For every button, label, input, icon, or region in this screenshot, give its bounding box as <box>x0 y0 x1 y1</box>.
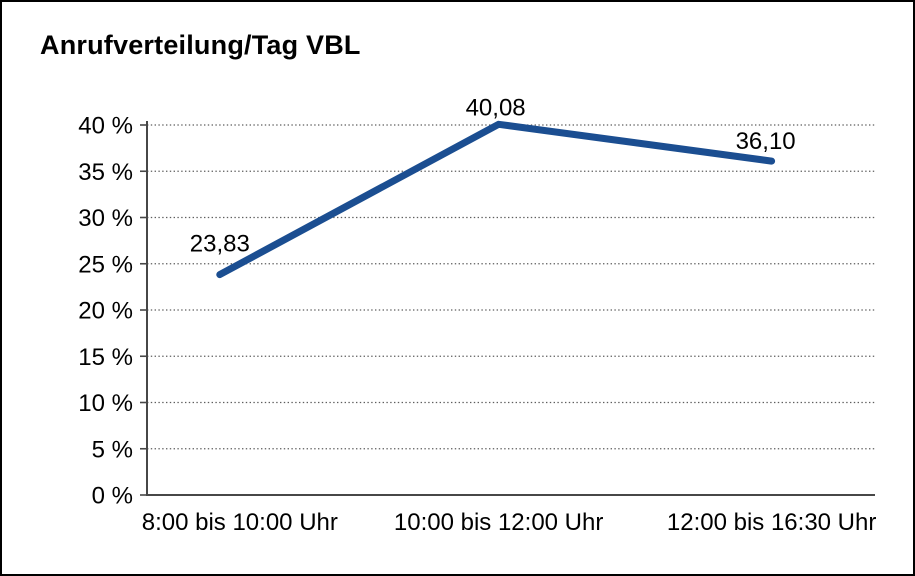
y-axis-label: 20 % <box>78 298 133 325</box>
chart-title: Anrufverteilung/Tag VBL <box>40 30 361 60</box>
y-axis-label: 10 % <box>78 390 133 417</box>
data-label: 36,10 <box>736 128 796 155</box>
x-axis-label: 8:00 bis 10:00 Uhr <box>142 509 338 536</box>
data-label: 23,83 <box>190 231 250 258</box>
x-axis-label: 10:00 bis 12:00 Uhr <box>394 509 603 536</box>
y-axis-label: 5 % <box>92 436 133 463</box>
y-axis-label: 0 % <box>92 483 133 510</box>
y-axis-label: 15 % <box>78 344 133 371</box>
data-line <box>216 120 776 279</box>
x-axis-label: 12:00 bis 16:30 Uhr <box>667 509 876 536</box>
y-axis-label: 25 % <box>78 251 133 278</box>
y-axis-label: 35 % <box>78 159 133 186</box>
data-label: 40,08 <box>466 94 526 121</box>
y-axis-label: 30 % <box>78 205 133 232</box>
y-axis-label: 40 % <box>78 113 133 140</box>
